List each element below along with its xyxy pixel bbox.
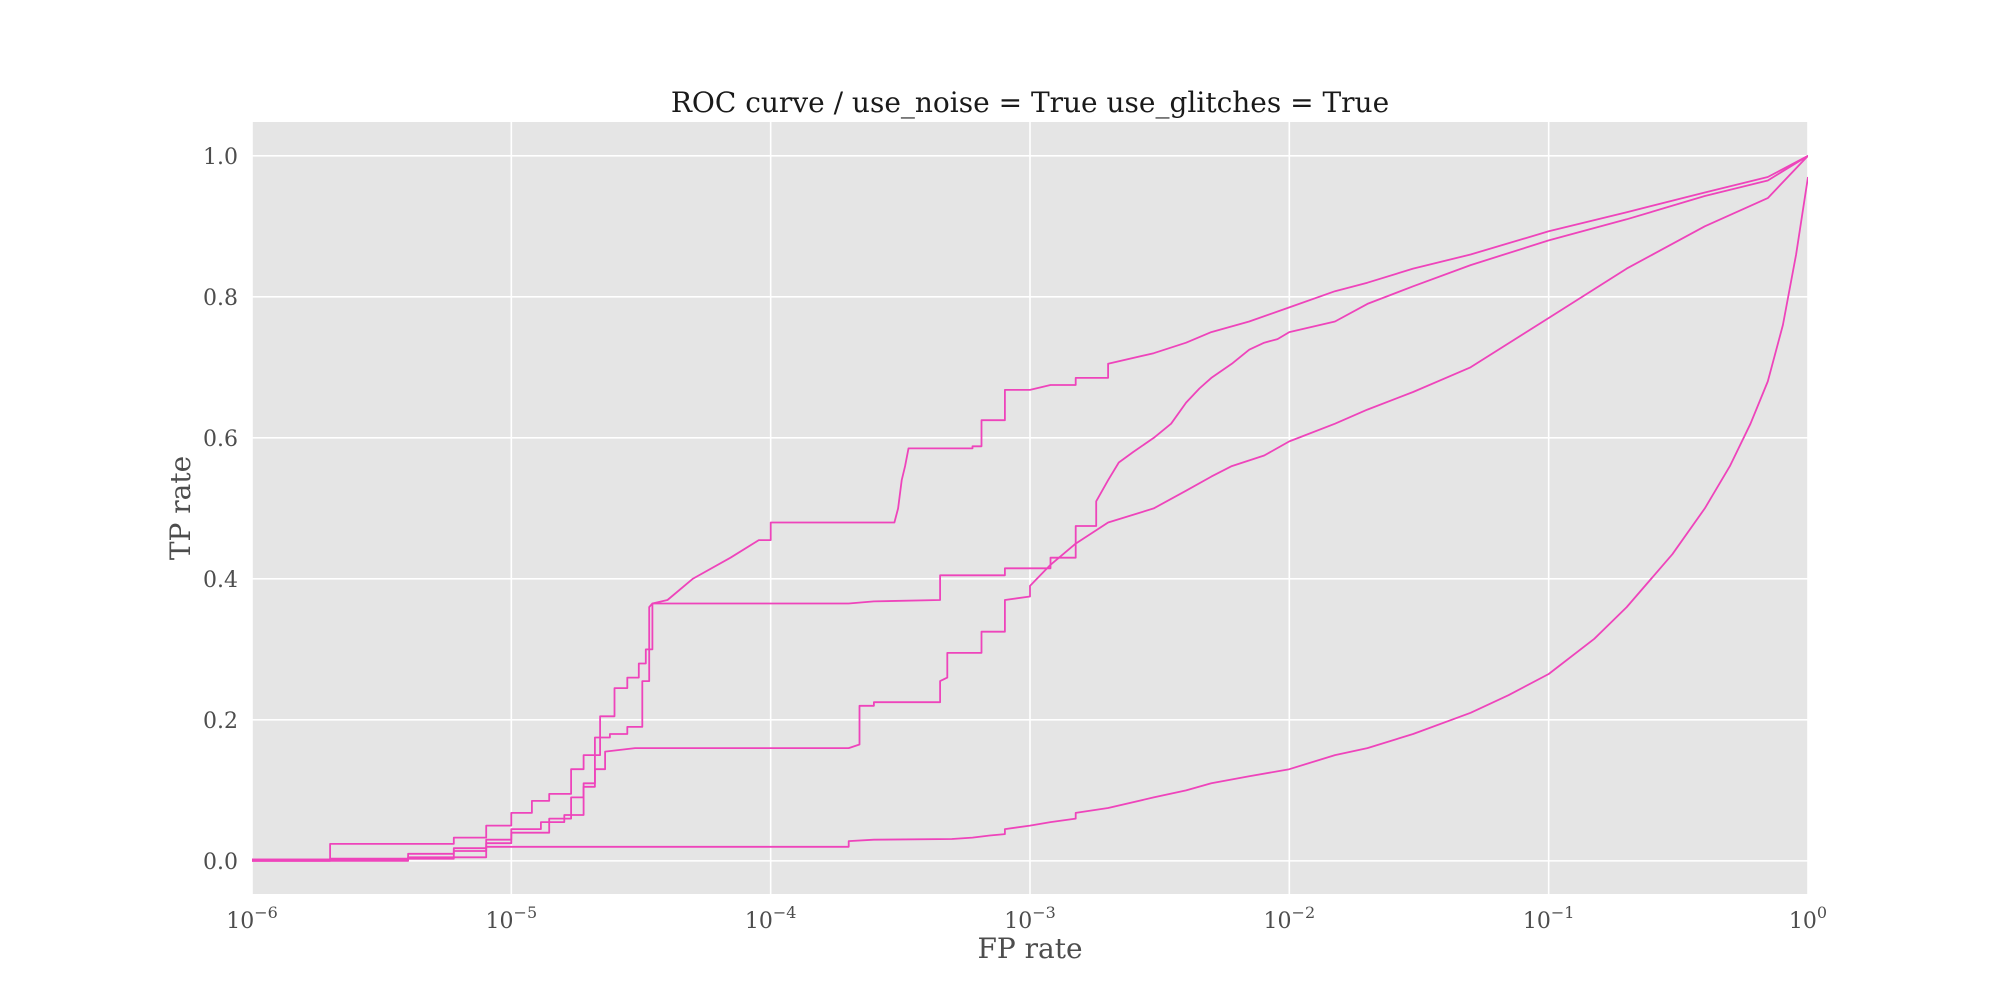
y-tick-labels: 0.0 0.2 0.4 0.6 0.8 1.0 — [203, 145, 238, 875]
roc-series-line-1 — [252, 155, 1808, 861]
x-tick-label: 10−5 — [486, 903, 538, 934]
y-axis-label: TP rate — [164, 456, 197, 560]
series-group — [252, 155, 1808, 862]
chart-title: ROC curve / use_noise = True use_glitche… — [671, 86, 1389, 119]
x-tick-label: 10−3 — [1004, 903, 1056, 934]
roc-series-line-4 — [252, 176, 1808, 862]
x-tick-label: 100 — [1789, 903, 1827, 934]
y-tick-label: 0.0 — [203, 850, 238, 875]
x-tick-label: 10−1 — [1523, 903, 1575, 934]
roc-series-line-3 — [252, 155, 1808, 862]
x-tick-label: 10−4 — [745, 903, 797, 934]
y-tick-label: 0.6 — [203, 427, 238, 452]
y-tick-label: 0.2 — [203, 709, 238, 734]
grid-lines — [251, 122, 1809, 894]
plot-area — [252, 155, 1808, 862]
y-tick-label: 0.4 — [203, 568, 238, 593]
x-axis-label: FP rate — [977, 932, 1082, 965]
roc-series-line-2 — [252, 155, 1808, 861]
y-tick-label: 0.8 — [203, 286, 238, 311]
x-tick-labels: 10−6 10−5 10−4 10−3 10−2 10−1 100 — [226, 903, 1827, 934]
y-tick-label: 1.0 — [203, 145, 238, 170]
x-tick-label: 10−2 — [1264, 903, 1316, 934]
x-tick-label: 10−6 — [226, 903, 278, 934]
